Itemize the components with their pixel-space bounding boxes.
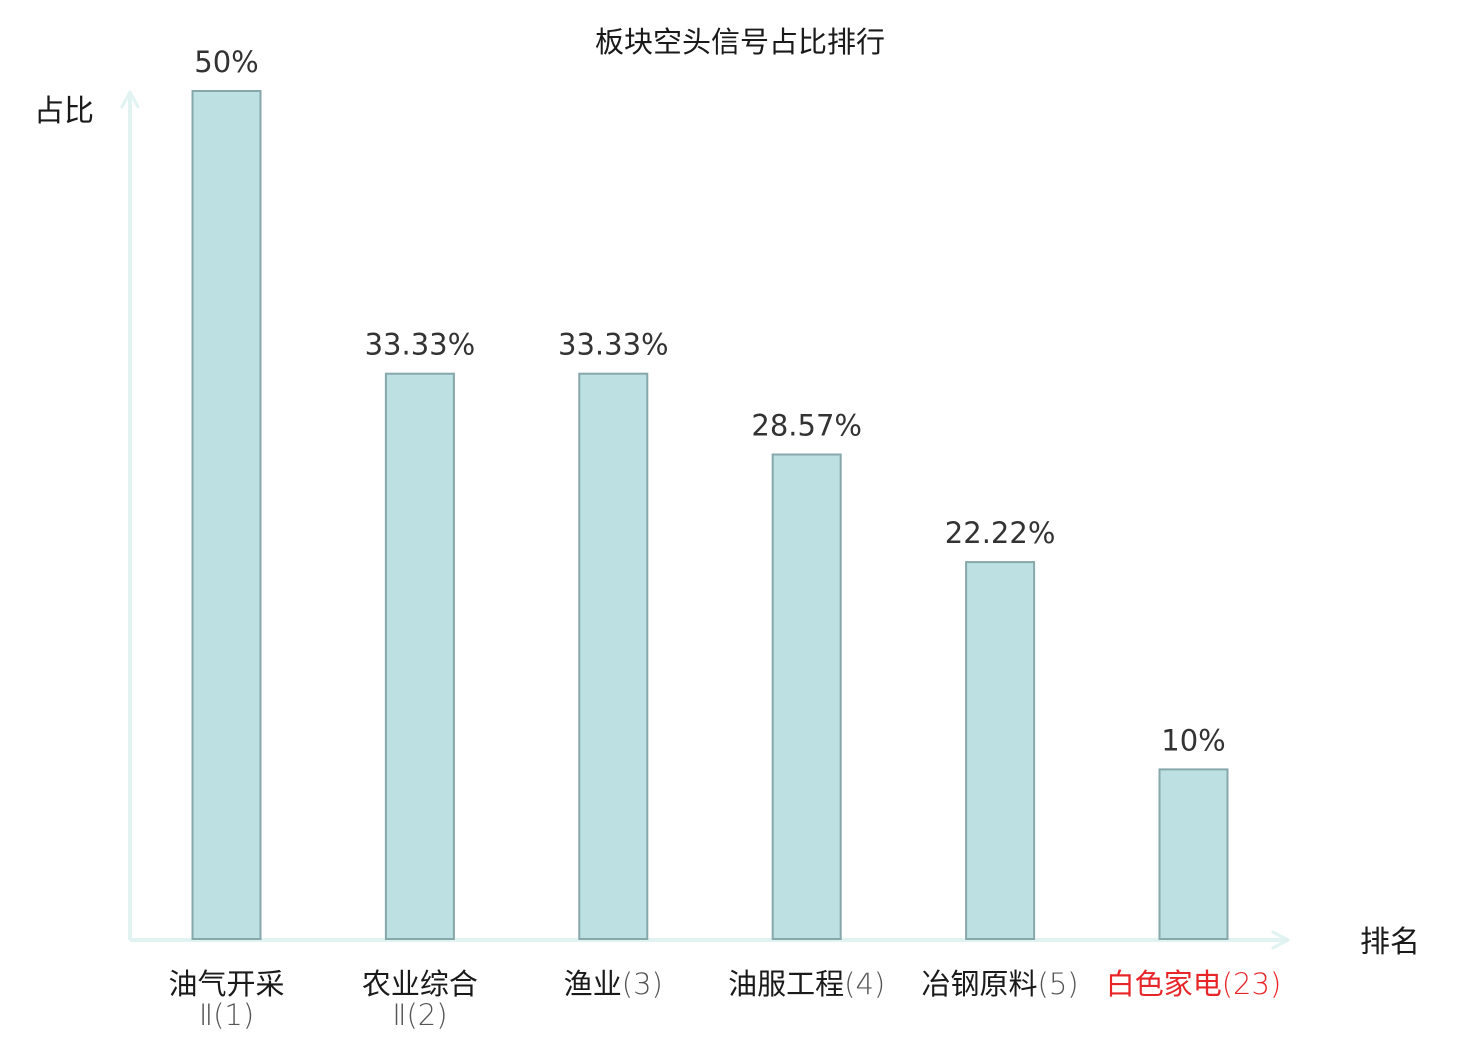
category-label-3: 渔业(3) bbox=[564, 967, 663, 1001]
bar-6 bbox=[1158, 768, 1229, 941]
bar-2 bbox=[384, 372, 455, 940]
category-name-6: 白色家电 bbox=[1106, 967, 1222, 1001]
bar-4 bbox=[771, 453, 842, 940]
category-name-1: 油气开采 bbox=[168, 967, 284, 1001]
category-rank-2: Ⅱ(2) bbox=[392, 998, 447, 1032]
category-name-3: 渔业 bbox=[564, 967, 622, 1001]
category-rank-4: (4) bbox=[844, 967, 885, 1001]
bar-1 bbox=[191, 90, 262, 940]
category-name-2: 农业综合 bbox=[362, 967, 478, 1001]
bars bbox=[191, 90, 1229, 941]
category-label-4: 油服工程(4) bbox=[728, 967, 885, 1001]
value-label-2: 33.33% bbox=[365, 328, 476, 362]
value-label-1: 50% bbox=[194, 45, 258, 79]
category-rank-1: Ⅱ(1) bbox=[199, 998, 254, 1032]
category-label-5: 冶钢原料(5) bbox=[922, 967, 1079, 1001]
value-label-6: 10% bbox=[1161, 723, 1225, 757]
category-name-4: 油服工程 bbox=[728, 967, 844, 1001]
chart-title: 板块空头信号占比排行 bbox=[595, 25, 885, 59]
value-labels: 50% 33.33% 33.33% 28.57% 22.22% 10% bbox=[194, 45, 1225, 757]
y-axis-label: 占比 bbox=[34, 94, 94, 129]
category-rank-3: (3) bbox=[622, 967, 663, 1001]
category-name-5: 冶钢原料 bbox=[922, 967, 1038, 1001]
category-label-6: 白色家电(23) bbox=[1106, 967, 1282, 1001]
category-rank-5: (5) bbox=[1038, 967, 1079, 1001]
value-label-4: 28.57% bbox=[751, 409, 862, 443]
x-axis-label: 排名 bbox=[1360, 925, 1420, 960]
bar-5 bbox=[965, 561, 1036, 940]
value-label-3: 33.33% bbox=[558, 328, 669, 362]
bar-3 bbox=[578, 372, 649, 940]
category-rank-6: (23) bbox=[1222, 967, 1282, 1001]
value-label-5: 22.22% bbox=[945, 516, 1056, 550]
